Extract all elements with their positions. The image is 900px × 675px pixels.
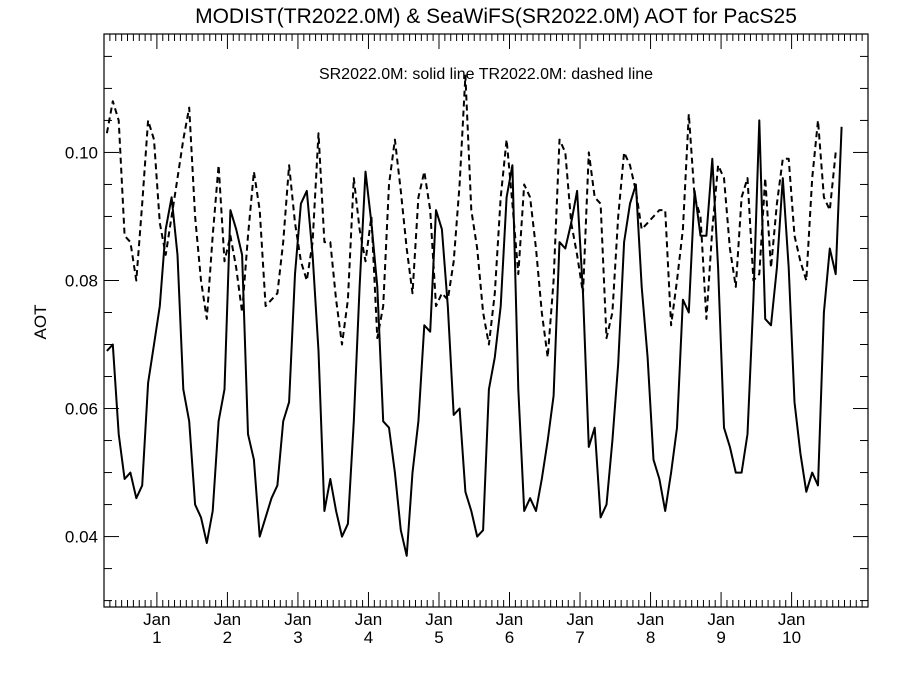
y-axis-label: AOT	[31, 305, 50, 340]
y-tick-label: 0.10	[65, 143, 98, 162]
x-tick-year-label: 1	[152, 628, 161, 647]
line-style-annotation: SR2022.0M: solid line TR2022.0M: dashed …	[319, 66, 653, 83]
x-tick-year-label: 9	[716, 628, 725, 647]
x-axis-ticks: Jan1Jan2Jan3Jan4Jan5Jan6Jan7Jan8Jan9Jan1…	[109, 34, 863, 647]
x-tick-month-label: Jan	[284, 610, 311, 629]
x-tick-year-label: 3	[293, 628, 302, 647]
x-tick-month-label: Jan	[707, 610, 734, 629]
y-tick-label: 0.06	[65, 400, 98, 419]
x-tick-month-label: Jan	[425, 610, 452, 629]
x-tick-year-label: 6	[505, 628, 514, 647]
series-line-tr2022-0m	[105, 74, 837, 359]
x-tick-month-label: Jan	[143, 610, 170, 629]
x-tick-month-label: Jan	[778, 610, 805, 629]
y-tick-label: 0.08	[65, 271, 98, 290]
y-axis-ticks: 0.04 0.06 0.08 0.10	[65, 55, 868, 602]
chart-title: MODIST(TR2022.0M) & SeaWiFS(SR2022.0M) A…	[195, 5, 797, 28]
x-tick-month-label: Jan	[566, 610, 593, 629]
x-tick-year-label: 7	[575, 628, 584, 647]
x-tick-year-label: 5	[434, 628, 443, 647]
series-layer	[105, 74, 843, 557]
x-tick-month-label: Jan	[496, 610, 523, 629]
x-tick-year-label: 2	[223, 628, 232, 647]
x-tick-month-label: Jan	[214, 610, 241, 629]
x-tick-month-label: Jan	[355, 610, 382, 629]
series-line-sr2022-0m	[106, 119, 843, 557]
y-tick-label: 0.04	[65, 528, 98, 547]
x-tick-year-label: 4	[364, 628, 373, 647]
x-tick-year-label: 10	[782, 628, 801, 647]
x-tick-month-label: Jan	[637, 610, 664, 629]
x-tick-year-label: 8	[646, 628, 655, 647]
